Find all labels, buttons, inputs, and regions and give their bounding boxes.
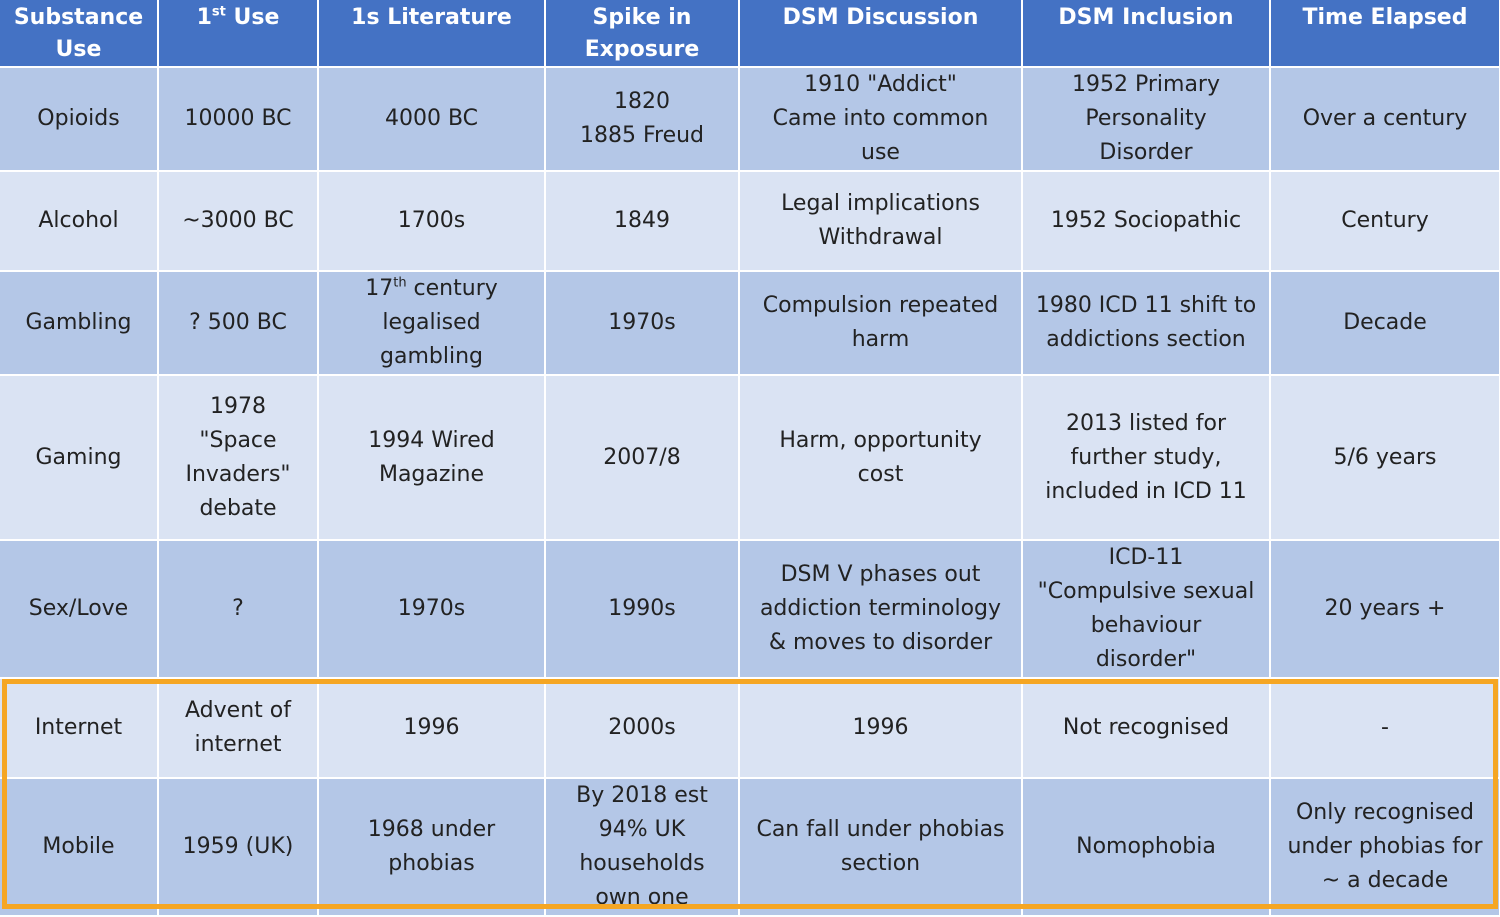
table-row-gambling: Gambling ? 500 BC 17th century legalised… [0, 271, 1500, 376]
cell-substance: Mobile [0, 778, 159, 917]
header-spike-in-exposure: Spike in Exposure [545, 0, 740, 68]
cell-dsm-discussion: 1910 "Addict" Came into common use [739, 67, 1023, 172]
cell-dsm-discussion: Can fall under phobias section [739, 778, 1023, 917]
cell-substance: Alcohol [0, 171, 159, 272]
cell-dsm-discussion: DSM V phases out addiction terminology &… [739, 540, 1023, 679]
cell-dsm-discussion: Legal implications Withdrawal [739, 171, 1023, 272]
header-row: Substance Use 1st Use 1s Literature Spik… [0, 0, 1500, 68]
cell-spike: 2007/8 [545, 375, 740, 541]
cell-dsm-inclusion: Nomophobia [1022, 778, 1271, 917]
cell-literature: 1994 Wired Magazine [318, 375, 546, 541]
cell-literature: 1968 under phobias [318, 778, 546, 917]
cell-first-use: Advent of internet [158, 678, 319, 779]
cell-first-use: ? 500 BC [158, 271, 319, 376]
header-first-literature: 1s Literature [318, 0, 546, 68]
cell-spike: 1970s [545, 271, 740, 376]
cell-spike: By 2018 est 94% UK households own one [545, 778, 740, 917]
cell-first-use: 1978 "Space Invaders" debate [158, 375, 319, 541]
table-row-sex-love: Sex/Love ? 1970s 1990s DSM V phases out … [0, 540, 1500, 679]
cell-first-use: 10000 BC [158, 67, 319, 172]
cell-first-use: ? [158, 540, 319, 679]
header-first-use: 1st Use [158, 0, 319, 68]
cell-dsm-discussion: Harm, opportunity cost [739, 375, 1023, 541]
header-first-use-superscript: st [211, 4, 226, 20]
header-dsm-discussion: DSM Discussion [739, 0, 1023, 68]
cell-dsm-inclusion: 1952 Sociopathic [1022, 171, 1271, 272]
cell-dsm-inclusion: Not recognised [1022, 678, 1271, 779]
cell-time-elapsed: Decade [1270, 271, 1500, 376]
cell-substance: Internet [0, 678, 159, 779]
table-row-opioids: Opioids 10000 BC 4000 BC 1820 1885 Freud… [0, 67, 1500, 172]
cell-time-elapsed: 5/6 years [1270, 375, 1500, 541]
cell-literature-text: century legalised gambling [380, 276, 498, 369]
table-row-internet: Internet Advent of internet 1996 2000s 1… [0, 678, 1500, 779]
cell-literature: 1996 [318, 678, 546, 779]
cell-spike: 1990s [545, 540, 740, 679]
cell-spike: 2000s [545, 678, 740, 779]
cell-substance: Sex/Love [0, 540, 159, 679]
cell-substance: Gaming [0, 375, 159, 541]
header-time-elapsed: Time Elapsed [1270, 0, 1500, 68]
table-row-gaming: Gaming 1978 "Space Invaders" debate 1994… [0, 375, 1500, 541]
cell-dsm-inclusion: ICD-11 "Compulsive sexual behaviour diso… [1022, 540, 1271, 679]
cell-spike: 1820 1885 Freud [545, 67, 740, 172]
cell-literature: 1970s [318, 540, 546, 679]
cell-time-elapsed: 20 years + [1270, 540, 1500, 679]
header-first-use-label: Use [225, 5, 280, 30]
cell-literature-superscript: th [393, 275, 407, 291]
cell-dsm-discussion: Compulsion repeated harm [739, 271, 1023, 376]
cell-first-use: 1959 (UK) [158, 778, 319, 917]
header-first-use-number: 1 [196, 5, 212, 30]
cell-time-elapsed: Over a century [1270, 67, 1500, 172]
cell-literature: 1700s [318, 171, 546, 272]
cell-substance: Opioids [0, 67, 159, 172]
header-substance-use: Substance Use [0, 0, 159, 68]
header-dsm-inclusion: DSM Inclusion [1022, 0, 1271, 68]
cell-dsm-inclusion: 2013 listed for further study, included … [1022, 375, 1271, 541]
cell-literature-number: 17 [365, 276, 394, 301]
cell-literature: 17th century legalised gambling [318, 271, 546, 376]
cell-time-elapsed: Century [1270, 171, 1500, 272]
cell-time-elapsed: Only recognised under phobias for ~ a de… [1270, 778, 1500, 917]
cell-dsm-discussion: 1996 [739, 678, 1023, 779]
cell-dsm-inclusion: 1980 ICD 11 shift to addictions section [1022, 271, 1271, 376]
table-row-alcohol: Alcohol ~3000 BC 1700s 1849 Legal implic… [0, 171, 1500, 272]
cell-time-elapsed: - [1270, 678, 1500, 779]
cell-dsm-inclusion: 1952 Primary Personality Disorder [1022, 67, 1271, 172]
cell-spike: 1849 [545, 171, 740, 272]
cell-substance: Gambling [0, 271, 159, 376]
cell-first-use: ~3000 BC [158, 171, 319, 272]
table-row-mobile: Mobile 1959 (UK) 1968 under phobias By 2… [0, 778, 1500, 917]
cell-literature: 4000 BC [318, 67, 546, 172]
